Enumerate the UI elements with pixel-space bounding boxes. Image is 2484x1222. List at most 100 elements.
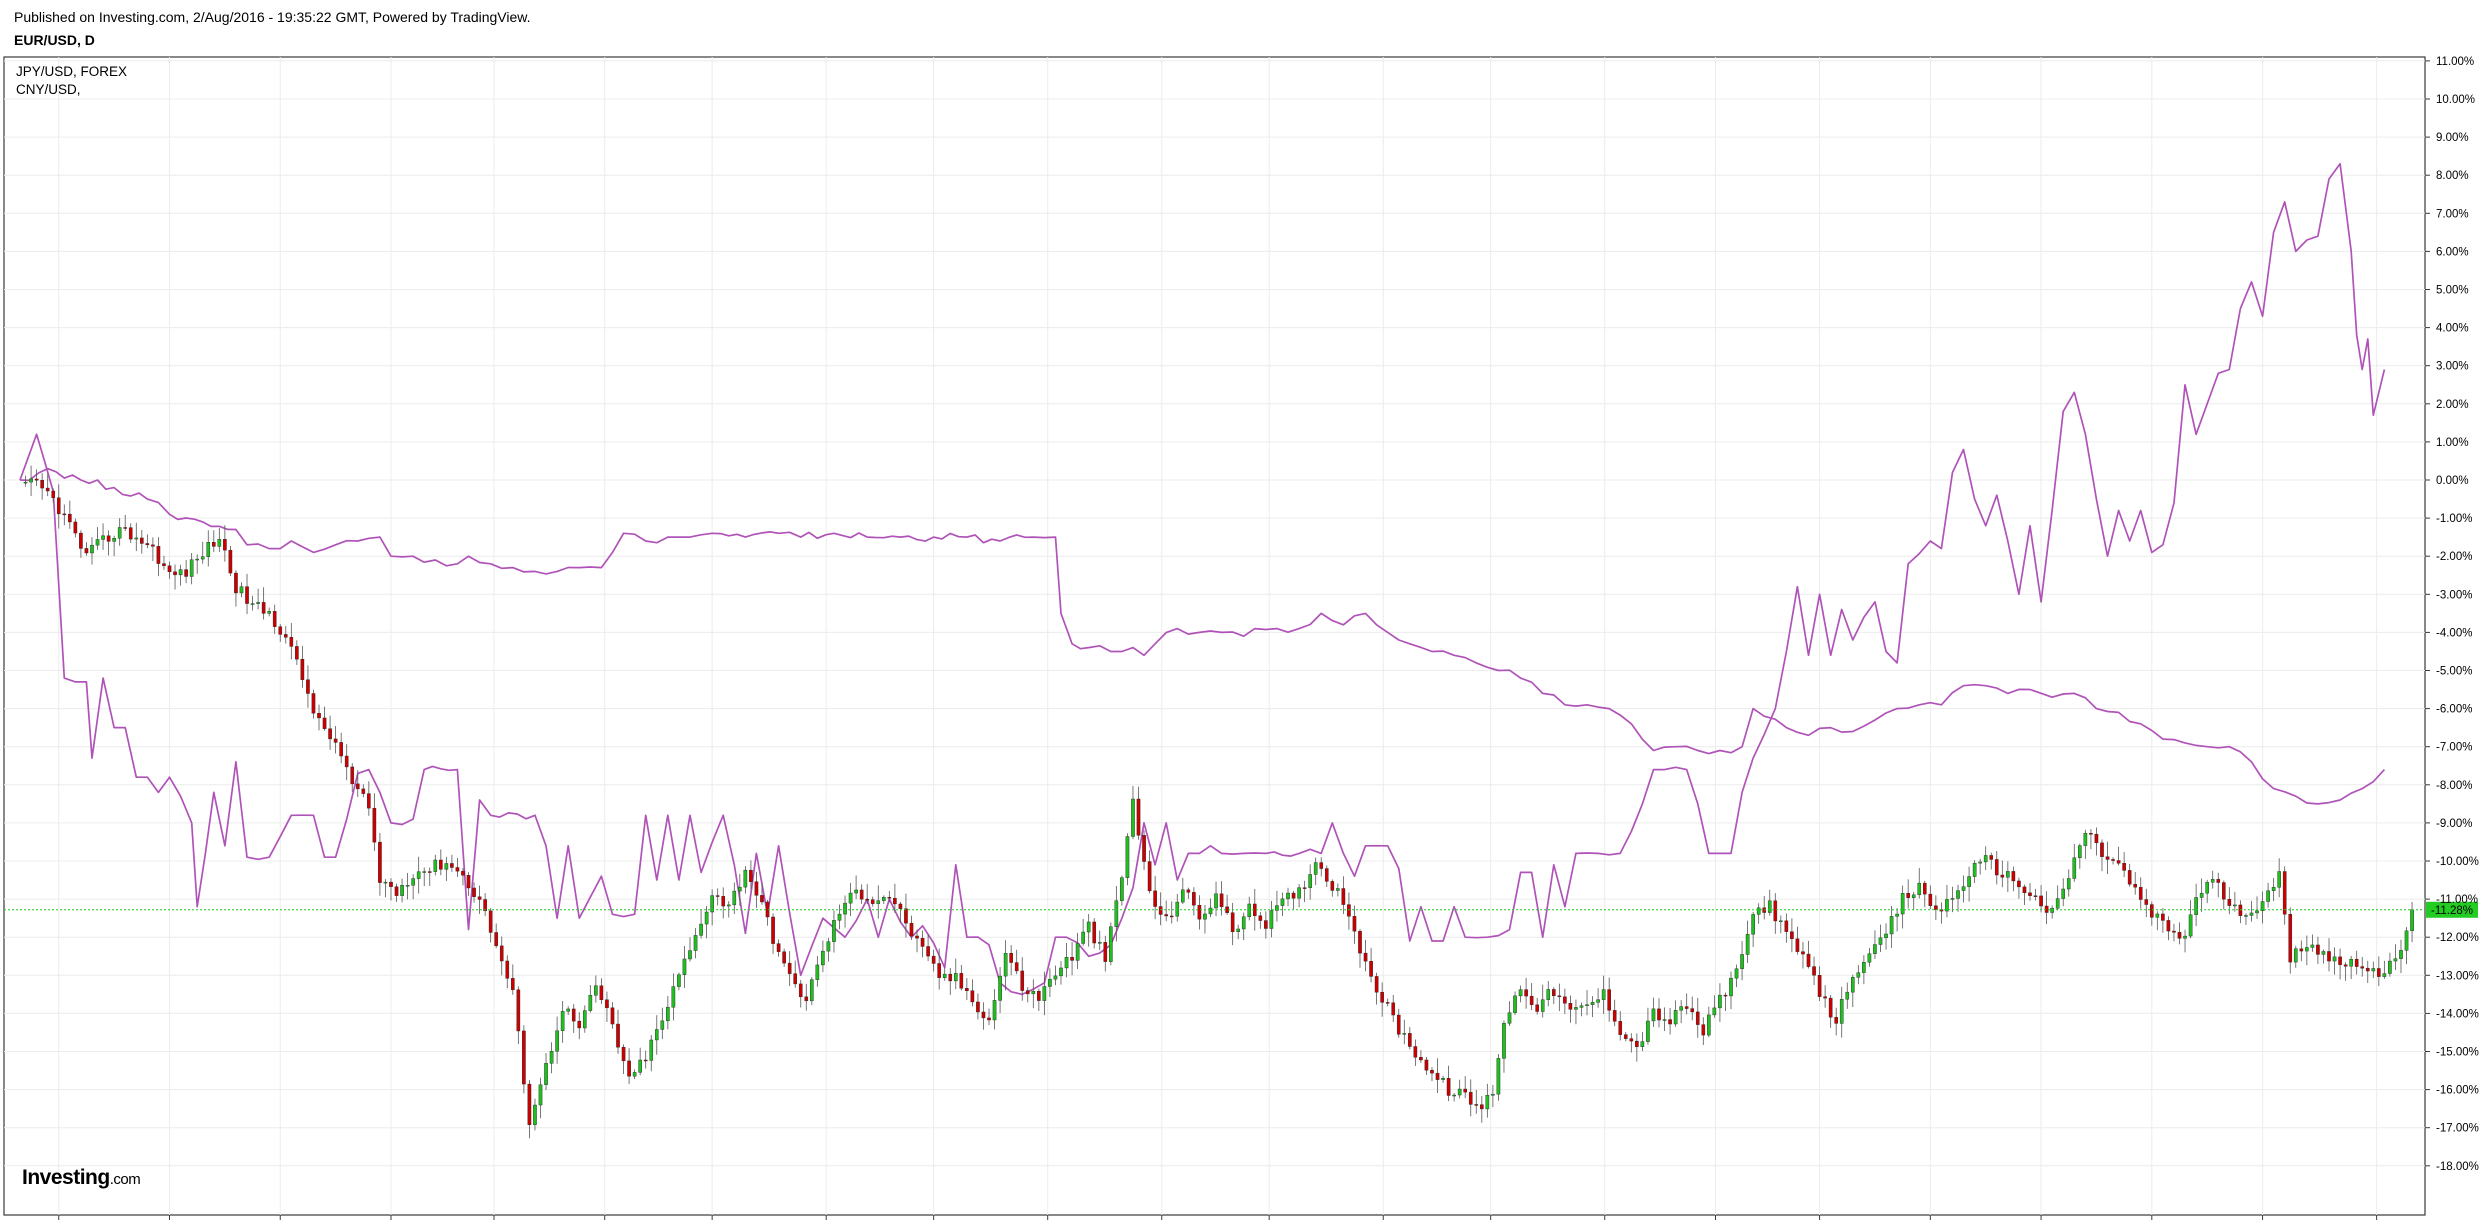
candle-down	[2122, 852, 2126, 878]
candle-body	[793, 973, 798, 985]
candle-body	[704, 911, 709, 925]
candle-down	[2343, 962, 2348, 981]
candle-body	[178, 569, 183, 576]
candle-up	[654, 1015, 659, 1055]
candle-body	[2266, 890, 2270, 902]
candle-down	[2360, 956, 2365, 977]
candle-down	[1551, 987, 1556, 1005]
candle-body	[1485, 1095, 1490, 1110]
candle-down	[1330, 879, 1335, 897]
candle-up	[1518, 985, 1523, 1003]
current-price-badge: -11.28%	[2426, 901, 2478, 918]
candle-body	[1612, 1010, 1617, 1022]
candle-body	[1834, 1017, 1838, 1024]
candle-body	[1086, 921, 1091, 933]
candle-body	[998, 975, 1002, 1001]
candle-body	[455, 867, 460, 872]
candle-body	[1623, 1034, 1628, 1039]
candle-body	[2050, 908, 2054, 913]
candle-body	[931, 955, 936, 964]
candle-body	[1064, 957, 1069, 969]
candle-body	[870, 899, 875, 904]
candle-body	[1806, 953, 1811, 967]
candle-down	[466, 872, 471, 896]
candle-up	[1651, 997, 1656, 1028]
candle-up	[1214, 881, 1218, 917]
candle-up	[189, 552, 194, 585]
candle-body	[256, 602, 260, 604]
candle-body	[1468, 1091, 1473, 1105]
candle-body	[1053, 975, 1058, 980]
candle-body	[1873, 944, 1877, 954]
candle-down	[2094, 827, 2099, 856]
candle-down	[2238, 900, 2243, 924]
candle-body	[2150, 904, 2154, 918]
candle-down	[289, 623, 294, 660]
candle-down	[721, 887, 726, 919]
candle-up	[1585, 990, 1589, 1016]
candle-down	[1784, 913, 1789, 943]
candle-up	[206, 530, 211, 567]
y-tick-label: 7.00%	[2436, 208, 2469, 220]
candle-down	[1668, 1008, 1672, 1035]
candle-body	[859, 889, 864, 900]
candle-body	[272, 611, 277, 627]
candle-down	[1147, 850, 1152, 894]
candle-body	[2072, 857, 2077, 879]
legend-entry-jpy: JPY/USD, FOREX	[16, 64, 127, 79]
candle-up	[566, 1006, 570, 1016]
candle-body	[79, 532, 83, 549]
candle-body	[1164, 914, 1168, 917]
candle-body	[344, 755, 349, 768]
candle-body	[422, 871, 427, 873]
candle-down	[804, 984, 809, 1011]
candle-body	[1408, 1033, 1412, 1047]
candle-down	[621, 1044, 626, 1074]
candle-body	[627, 1060, 631, 1077]
candle-body	[1767, 900, 1772, 913]
candle-body	[904, 908, 908, 924]
candle-body	[2377, 968, 2381, 977]
candle-body	[1114, 900, 1119, 927]
candle-body	[505, 960, 510, 979]
candle-body	[1828, 997, 1833, 1018]
candle-body	[499, 945, 504, 962]
candle-up	[1308, 864, 1312, 900]
candle-down	[760, 883, 764, 905]
y-tick-label: -4.00%	[2436, 627, 2472, 639]
candle-down	[1823, 985, 1827, 1008]
candle-body	[289, 637, 294, 647]
candle-body	[1197, 904, 1202, 920]
candle-down	[749, 860, 753, 890]
candle-down	[1136, 786, 1141, 840]
candle-up	[1402, 1019, 1407, 1045]
candle-up	[200, 541, 205, 564]
candle-down	[123, 514, 128, 532]
candle-up	[1983, 846, 1988, 871]
candle-body	[2404, 930, 2409, 951]
candle-down	[234, 570, 238, 607]
candle-body	[317, 713, 321, 719]
candle-body	[610, 1007, 615, 1025]
candle-body	[1640, 1041, 1645, 1047]
candle-body	[1269, 910, 1274, 929]
candle-body	[1540, 999, 1545, 1012]
candle-up	[217, 528, 222, 552]
candle-body	[1723, 994, 1728, 997]
candle-up	[588, 985, 593, 1013]
candle-body	[1324, 868, 1329, 882]
candle-down	[2033, 888, 2038, 901]
candle-up	[732, 882, 737, 914]
candle-down	[34, 469, 39, 486]
candle-body	[1192, 892, 1196, 906]
candle-down	[1430, 1067, 1434, 1082]
candle-up	[2050, 905, 2054, 919]
candle-down	[1363, 939, 1368, 972]
candle-body	[1601, 989, 1606, 1000]
candle-up	[1967, 866, 1971, 902]
candle-body	[117, 527, 122, 539]
candle-up	[1712, 995, 1717, 1018]
candle-body	[1341, 888, 1346, 905]
candle-down	[577, 1012, 582, 1040]
